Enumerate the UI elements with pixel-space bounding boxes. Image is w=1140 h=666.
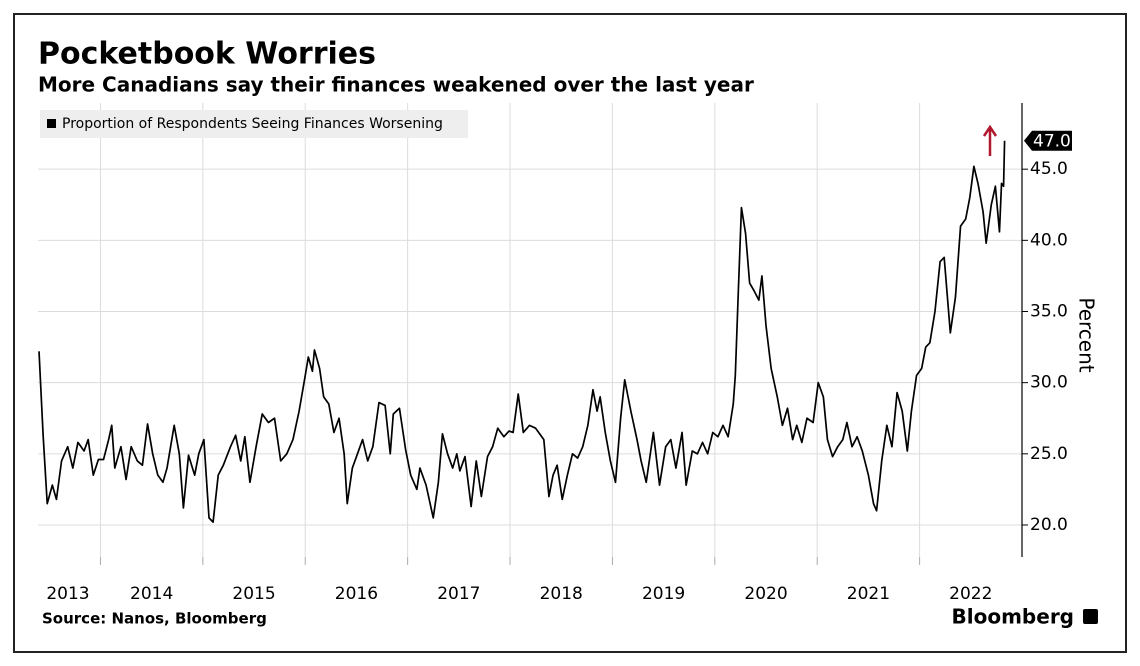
y-tick-label: 30.0 bbox=[1030, 373, 1068, 393]
source: Source: Nanos, Bloomberg bbox=[42, 610, 267, 628]
data-line bbox=[38, 140, 1006, 523]
legend-label: Proportion of Respondents Seeing Finance… bbox=[62, 116, 443, 132]
legend-swatch bbox=[47, 119, 56, 128]
y-tick-label: 35.0 bbox=[1030, 301, 1068, 321]
x-tick-label: 2013 bbox=[46, 584, 89, 604]
x-tick-label: 2014 bbox=[130, 584, 173, 604]
x-tick-label: 2019 bbox=[642, 584, 685, 604]
y-tick-label: 25.0 bbox=[1030, 444, 1068, 464]
plot-area: 20.0 25.0 30.0 35.0 40.0 45.0 2013 2014 2015 2016… bbox=[38, 103, 1072, 604]
y-axis-label: Percent bbox=[1075, 297, 1099, 372]
y-tick-label: 45.0 bbox=[1030, 159, 1068, 179]
value-label: 47.0 bbox=[1033, 132, 1071, 152]
x-tick-label: 2017 bbox=[437, 584, 480, 604]
brand: Bloomberg bbox=[952, 605, 1074, 629]
y-tick-label: 40.0 bbox=[1030, 230, 1068, 250]
x-tick-label: 2015 bbox=[232, 584, 275, 604]
legend: Proportion of Respondents Seeing Finance… bbox=[40, 110, 468, 138]
x-tick-label: 2022 bbox=[949, 584, 992, 604]
value-tag bbox=[1024, 130, 1072, 151]
annotation-arrow bbox=[982, 124, 998, 156]
frame bbox=[13, 13, 1127, 653]
brand-icon bbox=[1083, 609, 1098, 624]
x-tick-label: 2020 bbox=[744, 584, 787, 604]
chart-subtitle: More Canadians say their finances weaken… bbox=[38, 73, 754, 97]
x-tick-label: 2016 bbox=[335, 584, 378, 604]
legend-box bbox=[40, 110, 468, 138]
chart-title: Pocketbook Worries bbox=[38, 37, 376, 72]
x-tick-label: 2018 bbox=[540, 584, 583, 604]
y-tick-label: 20.0 bbox=[1030, 515, 1068, 535]
x-tick-label: 2021 bbox=[847, 584, 890, 604]
